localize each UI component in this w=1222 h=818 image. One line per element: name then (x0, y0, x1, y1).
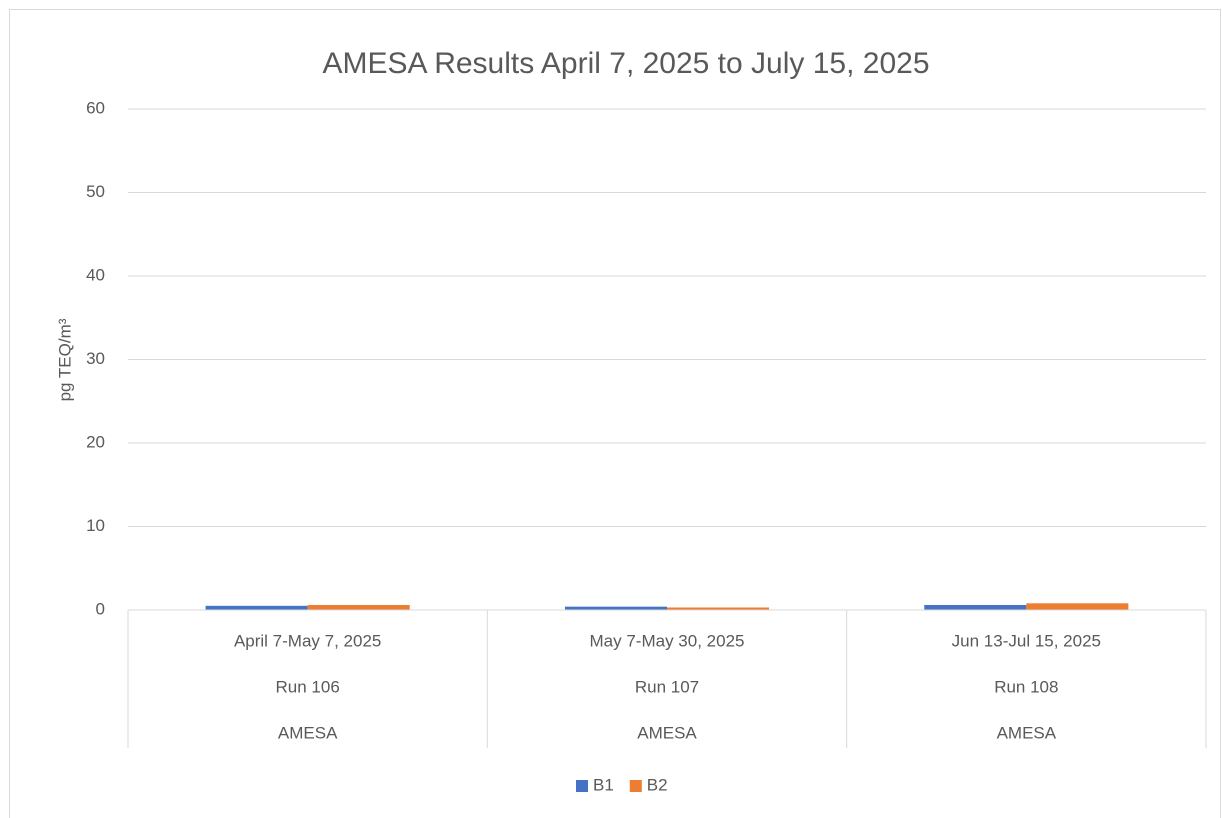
legend-swatch (576, 780, 588, 792)
y-tick-label: 10 (86, 516, 105, 535)
bar (924, 604, 1027, 610)
y-axis-label: pg TEQ/m³ (55, 318, 74, 401)
bar (1026, 603, 1129, 610)
x-tick-label: Jun 13-Jul 15, 2025 (952, 631, 1101, 650)
x-tick-label: May 7-May 30, 2025 (590, 631, 745, 650)
y-tick-label: 20 (86, 432, 105, 451)
x-group-label: Run 108 (994, 677, 1058, 696)
bar (564, 606, 667, 610)
bar (307, 604, 410, 610)
x-tick-label: April 7-May 7, 2025 (234, 631, 381, 650)
legend-label: B1 (593, 775, 614, 794)
y-tick-label: 60 (86, 98, 105, 117)
x-group-label: Run 107 (635, 677, 699, 696)
legend-label: B2 (647, 775, 668, 794)
chart-title: AMESA Results April 7, 2025 to July 15, … (322, 47, 929, 80)
chart-border (9, 9, 1221, 818)
y-tick-label: 0 (96, 599, 105, 618)
x-group-label: AMESA (637, 723, 697, 742)
bar (667, 607, 770, 610)
legend-swatch (629, 780, 642, 792)
y-tick-label: 40 (86, 265, 105, 284)
y-tick-label: 50 (86, 182, 105, 201)
y-tick-label: 30 (86, 349, 105, 368)
x-group-label: AMESA (278, 723, 338, 742)
bar (205, 605, 308, 610)
x-group-label: AMESA (997, 723, 1057, 742)
x-group-label: Run 106 (276, 677, 340, 696)
